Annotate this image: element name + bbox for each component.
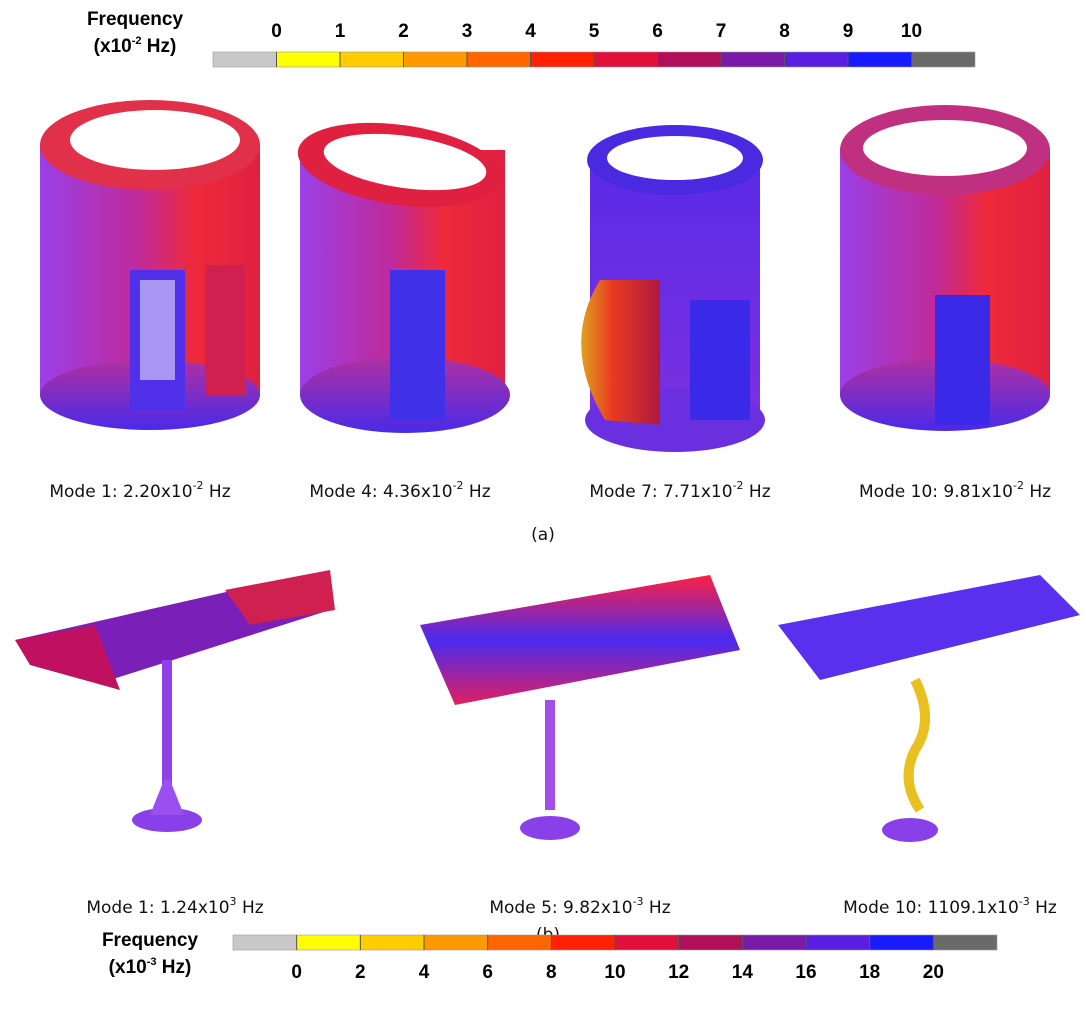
caption: Mode 1: 1.24x103 Hz — [86, 895, 263, 918]
caption-exponent: -3 — [1019, 895, 1030, 908]
colorbar-tick-label: 5 — [589, 21, 600, 42]
caption-unit: Hz — [744, 482, 771, 502]
colorbar-segment — [742, 935, 806, 950]
colorbar-tick-label: 6 — [482, 962, 493, 983]
unit-prefix: (x10 — [94, 36, 132, 57]
colorbar-tick-label: 3 — [462, 21, 473, 42]
colorbar-segment — [467, 52, 531, 67]
colorbar-tick-label: 9 — [843, 21, 854, 42]
colorbar-segment — [213, 52, 277, 67]
caption-exponent: 3 — [230, 895, 237, 908]
colorbar-tick-label: 10 — [604, 962, 625, 983]
caption-unit: Hz — [644, 898, 671, 918]
caption: Mode 1: 2.20x10-2 Hz — [49, 479, 230, 502]
colorbar-title: Frequency — [87, 9, 184, 30]
colorbar-segment — [404, 52, 468, 67]
colorbar-tick-label: 8 — [546, 962, 557, 983]
colorbar-segment — [785, 52, 849, 67]
caption-exponent: -2 — [733, 479, 744, 492]
unit-suffix: Hz) — [141, 36, 176, 57]
caption-exponent: -2 — [193, 479, 204, 492]
colorbar-segment — [277, 52, 341, 67]
caption-text: Mode 4: 4.36x10 — [309, 482, 452, 502]
colorbar-segment — [870, 935, 934, 950]
colorbar-segment — [531, 52, 595, 67]
mode-render — [292, 111, 510, 433]
caption-text: Mode 1: 1.24x10 — [86, 898, 229, 918]
colorbar-unit: (x10-2 Hz) — [94, 35, 177, 57]
colorbar-segment — [912, 52, 976, 67]
panel-label: (a) — [531, 525, 555, 545]
colorbar-tick-label: 7 — [716, 21, 727, 42]
colorbar-tick-label: 2 — [398, 21, 409, 42]
colorbar-segment — [615, 935, 679, 950]
mode-render — [840, 105, 1050, 431]
colorbar-segment — [848, 52, 912, 67]
colorbar-segment — [297, 935, 361, 950]
colorbar-tick-label: 10 — [901, 21, 922, 42]
caption-text: Mode 7: 7.71x10 — [589, 482, 732, 502]
colorbar-tick-label: 20 — [923, 962, 944, 983]
mode-render — [15, 570, 335, 832]
unit-exponent: -2 — [132, 35, 142, 47]
caption-text: Mode 5: 9.82x10 — [489, 898, 632, 918]
colorbar-tick-label: 1 — [335, 21, 346, 42]
mode-render — [778, 575, 1080, 842]
colorbar-segment — [424, 935, 488, 950]
caption: Mode 10: 9.81x10-2 Hz — [859, 479, 1051, 502]
caption-text: Mode 10: 9.81x10 — [859, 482, 1013, 502]
caption-unit: Hz — [464, 482, 491, 502]
colorbar-segment — [721, 52, 785, 67]
caption-exponent: -3 — [633, 895, 644, 908]
colorbar-title: Frequency — [102, 930, 199, 951]
colorbar-tick-label: 8 — [779, 21, 790, 42]
mode-render — [40, 100, 260, 430]
caption-unit: Hz — [1024, 482, 1051, 502]
colorbar-segment — [551, 935, 615, 950]
colorbar-segment — [658, 52, 722, 67]
caption-unit: Hz — [1030, 898, 1057, 918]
colorbar-segment — [233, 935, 297, 950]
colorbar-tick-label: 14 — [732, 962, 754, 983]
unit-exponent: -3 — [147, 956, 157, 968]
caption: Mode 5: 9.82x10-3 Hz — [489, 895, 670, 918]
unit-suffix: Hz) — [156, 957, 191, 978]
caption: Mode 4: 4.36x10-2 Hz — [309, 479, 490, 502]
colorbar-segment — [488, 935, 552, 950]
caption-text: Mode 10: 1109.1x10 — [843, 898, 1019, 918]
caption: Mode 7: 7.71x10-2 Hz — [589, 479, 770, 502]
colorbar-segment — [340, 52, 404, 67]
mode-render — [581, 125, 765, 452]
caption-unit: Hz — [237, 898, 264, 918]
unit-prefix: (x10 — [109, 957, 147, 978]
colorbar-tick-label: 4 — [525, 21, 536, 42]
colorbar-tick-label: 4 — [419, 962, 430, 983]
figure: Frequency (x10-2 Hz) 012345678910 Mode 1… — [0, 0, 1086, 1009]
colorbar-segment — [806, 935, 870, 950]
caption-exponent: -2 — [1013, 479, 1024, 492]
colorbar-tick-label: 6 — [652, 21, 663, 42]
colorbar-segment — [679, 935, 743, 950]
colorbar-segment — [360, 935, 424, 950]
colorbar-tick-label: 18 — [859, 962, 880, 983]
colorbar-tick-label: 12 — [668, 962, 689, 983]
caption: Mode 10: 1109.1x10-3 Hz — [843, 895, 1057, 918]
colorbar-tick-label: 0 — [271, 21, 282, 42]
colorbar: 0 1 2 3 4 5 6 7 8 9 10 — [213, 21, 975, 67]
colorbar-unit: (x10-3 Hz) — [109, 956, 192, 978]
colorbar-tick-label: 16 — [795, 962, 816, 983]
caption-exponent: -2 — [453, 479, 464, 492]
colorbar-tick-label: 2 — [355, 962, 366, 983]
mode-render — [420, 575, 740, 840]
colorbar: 0 2 4 6 8 10 12 14 16 18 20 — [233, 935, 997, 983]
colorbar-segment — [933, 935, 997, 950]
colorbar-segment — [594, 52, 658, 67]
colorbar-tick-label: 0 — [291, 962, 302, 983]
caption-unit: Hz — [204, 482, 231, 502]
caption-text: Mode 1: 2.20x10 — [49, 482, 192, 502]
